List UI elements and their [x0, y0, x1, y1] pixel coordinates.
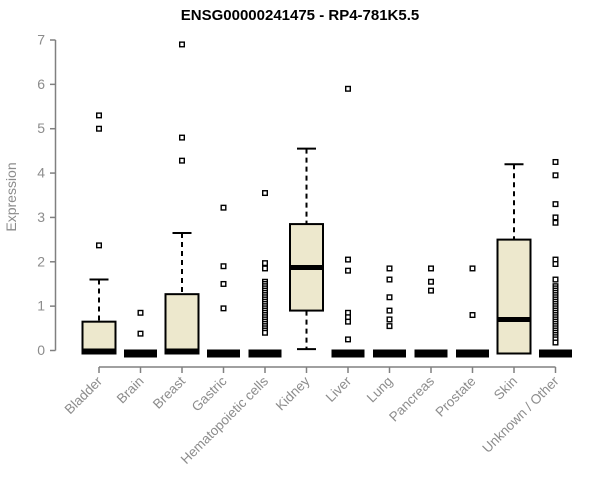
x-tick-label: Gastric: [189, 373, 230, 414]
outlier-point: [220, 305, 227, 312]
y-tick-label: 7: [37, 32, 45, 48]
outlier-point: [428, 278, 435, 285]
outlier-point: [220, 204, 227, 211]
outlier-point: [220, 263, 227, 270]
outlier-point: [95, 112, 102, 119]
box-skin: [496, 238, 532, 355]
y-tick-label: 3: [37, 209, 45, 225]
outlier-point: [469, 265, 476, 272]
outlier-point: [552, 276, 559, 283]
x-tick-label: Skin: [491, 374, 520, 403]
collapsed-box-gastric: [207, 349, 240, 358]
outlier-point: [386, 276, 393, 283]
outlier-point: [178, 41, 185, 48]
outlier-point: [552, 201, 559, 208]
x-tick-label: Breast: [150, 373, 188, 411]
outlier-point: [95, 242, 102, 249]
x-tick-label: Prostate: [432, 374, 478, 420]
y-tick-label: 4: [37, 165, 45, 181]
outlier-point: [137, 309, 144, 316]
outlier-point: [552, 339, 559, 346]
outlier-point: [386, 265, 393, 272]
outlier-point: [345, 336, 352, 343]
outlier-point: [262, 260, 269, 267]
outlier-point: [345, 256, 352, 263]
outlier-point: [178, 157, 185, 164]
collapsed-box-unknown-other: [539, 349, 572, 358]
y-tick-label: 6: [37, 76, 45, 92]
outlier-point: [552, 172, 559, 179]
x-tick-label: Kidney: [273, 373, 313, 413]
x-tick-label: Liver: [323, 373, 355, 405]
outlier-point: [345, 318, 352, 325]
outlier-point: [469, 312, 476, 319]
x-tick-label: Bladder: [62, 373, 106, 417]
outlier-point: [386, 294, 393, 301]
collapsed-box-prostate: [456, 349, 489, 358]
x-tick-label: Unknown / Other: [479, 373, 562, 456]
y-tick-label: 2: [37, 253, 45, 269]
outlier-point: [428, 265, 435, 272]
outlier-point: [552, 219, 559, 226]
outlier-point: [552, 158, 559, 165]
outlier-point: [345, 267, 352, 274]
outlier-point: [552, 214, 559, 221]
outlier-point: [262, 190, 269, 197]
outlier-point: [386, 323, 393, 330]
y-tick-label: 0: [37, 342, 45, 358]
x-tick-label: Lung: [364, 374, 396, 406]
outlier-point: [262, 265, 269, 272]
outlier-point: [178, 134, 185, 141]
collapsed-box-pancreas: [414, 349, 448, 358]
outlier-point: [428, 287, 435, 294]
collapsed-box-liver: [331, 349, 365, 358]
y-tick-label: 5: [37, 120, 45, 136]
box-breast: [164, 293, 200, 355]
outlier-point: [137, 330, 144, 337]
collapsed-box-hematopoietic-cells: [248, 349, 282, 358]
outlier-point: [386, 316, 393, 323]
y-tick-label: 1: [37, 298, 45, 314]
outlier-point: [552, 261, 559, 268]
x-tick-label: Brain: [114, 374, 147, 407]
x-tick-label: Pancreas: [386, 373, 437, 424]
outlier-point: [220, 280, 227, 287]
outlier-point: [95, 125, 102, 132]
outlier-point: [345, 85, 352, 92]
chart-title: ENSG00000241475 - RP4-781K5.5: [180, 7, 420, 24]
collapsed-box-lung: [373, 349, 406, 358]
box-bladder: [81, 320, 117, 355]
collapsed-box-brain: [124, 349, 157, 358]
outlier-point: [386, 307, 393, 314]
outlier-point: [262, 329, 269, 336]
